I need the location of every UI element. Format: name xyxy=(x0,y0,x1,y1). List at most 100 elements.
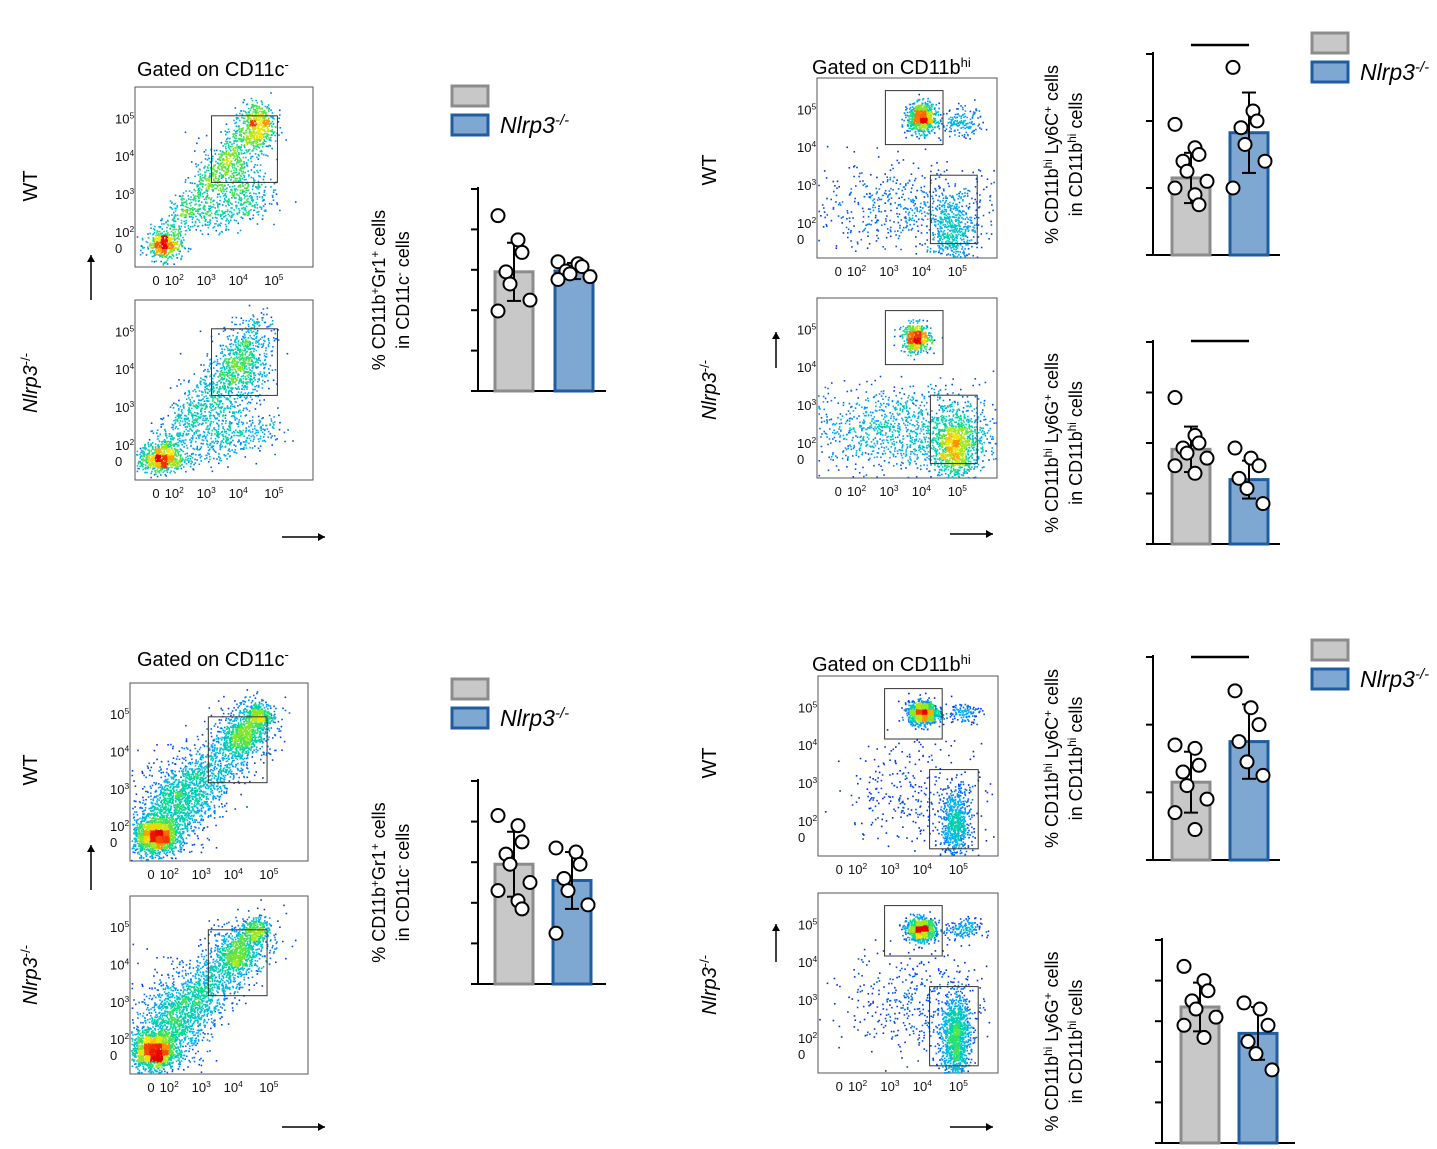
superscript: 2 xyxy=(812,1030,817,1040)
gate-box xyxy=(207,929,268,997)
flow-density-layer xyxy=(160,235,169,243)
data-point xyxy=(1167,805,1183,821)
superscript: hi xyxy=(1042,1047,1055,1056)
flow-density-layer xyxy=(926,110,934,119)
flow-events xyxy=(824,692,995,857)
flow-density-layer xyxy=(225,947,246,962)
data-point xyxy=(522,292,538,308)
text-segment: 10 xyxy=(948,264,962,279)
x-tick-label: 103 xyxy=(192,1079,211,1095)
flow-density-layer xyxy=(946,1034,961,1062)
flow-density-layer xyxy=(907,117,915,125)
y-tick-label: 105 xyxy=(115,323,134,339)
x-tick-label: 104 xyxy=(912,263,931,279)
flow-density-layer xyxy=(132,704,272,844)
superscript: - xyxy=(285,647,289,662)
flow-density-layer xyxy=(920,708,929,717)
text-segment: 10 xyxy=(798,1031,812,1046)
x-tick-label: 103 xyxy=(197,485,216,501)
text-segment: 10 xyxy=(912,484,926,499)
flow-density-layer xyxy=(262,119,271,128)
data-point xyxy=(1188,1001,1204,1017)
text-segment: cells xyxy=(369,210,389,251)
flow-density-layer xyxy=(168,921,272,1006)
text-segment: 10 xyxy=(797,398,811,413)
flow-density-layer xyxy=(926,116,934,125)
text-segment: 0 xyxy=(797,232,804,247)
data-point xyxy=(1264,1062,1280,1078)
x-tick-label: 105 xyxy=(264,272,283,288)
data-point xyxy=(1227,440,1243,456)
flow-density-layer xyxy=(914,708,923,717)
text-segment: WT xyxy=(699,154,721,185)
flow-density-layer xyxy=(224,125,270,166)
flow-density-layer xyxy=(959,824,967,832)
x-tick-label: 105 xyxy=(949,861,968,877)
flow-density-layer xyxy=(958,427,967,467)
flow-density-layer xyxy=(154,454,162,463)
legend-B: Nlrp3-/- xyxy=(1310,31,1429,85)
gate-title-A: Gated on CD11c- xyxy=(137,57,289,82)
y-tick-label: 104 xyxy=(115,148,134,164)
flow-density-layer xyxy=(855,401,980,466)
flow-density-layer xyxy=(939,427,973,448)
y-axis-label-line: in CD11bhi cells xyxy=(1066,697,1087,821)
flow-density-layer xyxy=(166,454,175,463)
superscript: + xyxy=(1042,710,1055,717)
flow-density-layer xyxy=(952,446,960,454)
gate-box xyxy=(207,716,268,784)
text-segment: 10 xyxy=(192,1080,206,1095)
flow-density-layer xyxy=(160,247,168,256)
flow-density-layer xyxy=(231,953,240,961)
flow-density-layer xyxy=(913,104,922,112)
text-segment: 0 xyxy=(147,1080,154,1095)
y-tick-label: 105 xyxy=(798,699,817,715)
data-point xyxy=(560,883,576,899)
text-segment: Ly6C xyxy=(1042,113,1062,159)
text-segment: WT xyxy=(20,170,42,201)
flow-density-layer xyxy=(142,1055,151,1063)
flow-density-layer xyxy=(149,1048,157,1057)
superscript: -/- xyxy=(1415,59,1429,76)
flow-density-layer xyxy=(907,343,915,351)
text-segment: Gated on CD11c xyxy=(137,59,285,81)
data-point xyxy=(1236,995,1252,1011)
superscript: 5 xyxy=(963,1078,968,1088)
data-point xyxy=(514,901,530,917)
row-label-D-1: Nlrp3-/- xyxy=(697,955,722,1015)
flow-density-layer xyxy=(136,92,297,265)
flow-density-layer xyxy=(255,113,264,121)
flow-density-layer xyxy=(869,103,976,253)
y-tick-label: 103 xyxy=(110,994,129,1010)
flow-plot-frame xyxy=(817,892,999,1074)
y-axis-arrowhead xyxy=(87,845,95,852)
flow-density-layer xyxy=(959,811,967,819)
flow-density-layer xyxy=(921,919,929,927)
text-segment: 10 xyxy=(264,273,278,288)
text-segment: 10 xyxy=(115,187,129,202)
flow-density-layer xyxy=(161,835,170,844)
flow-density-layer xyxy=(143,835,151,844)
text-segment: 10 xyxy=(115,362,129,377)
data-point xyxy=(1191,435,1207,451)
text-segment: 10 xyxy=(798,738,812,753)
x-tick-label: 0 xyxy=(147,1080,154,1095)
text-segment: 10 xyxy=(949,1079,963,1094)
gate-box xyxy=(884,905,943,957)
text-segment: Nlrp3 xyxy=(500,112,555,138)
data-point xyxy=(1249,113,1265,129)
flow-density-layer xyxy=(920,931,929,940)
data-point xyxy=(1248,1046,1264,1062)
flow-density-layer xyxy=(161,791,170,799)
flow-density-layer xyxy=(933,708,942,717)
superscript: 3 xyxy=(129,186,134,196)
legend-swatch-ko xyxy=(450,113,490,137)
superscript: + xyxy=(369,251,382,258)
flow-density-layer xyxy=(136,753,246,855)
flow-density-layer xyxy=(231,733,240,742)
superscript: 2 xyxy=(811,215,816,225)
